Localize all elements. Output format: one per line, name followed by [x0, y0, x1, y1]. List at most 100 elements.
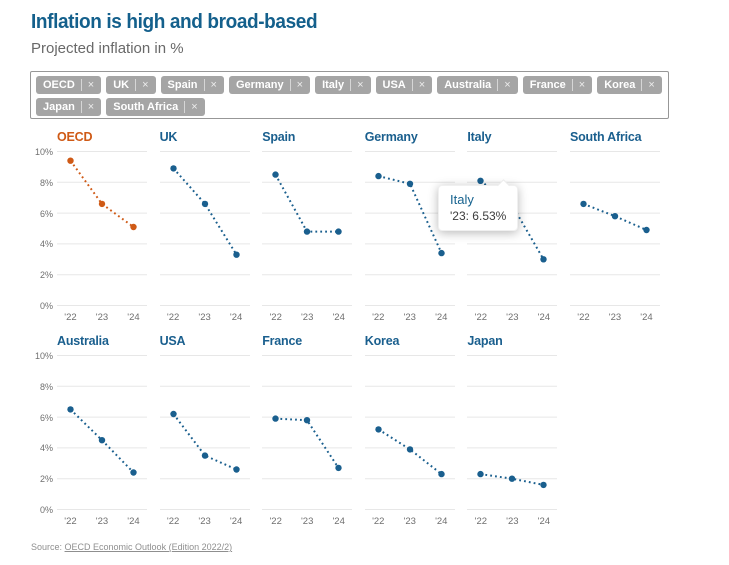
data-point[interactable]: [303, 417, 311, 424]
mini-chart-korea[interactable]: Korea '22 '23 '24: [364, 334, 455, 532]
data-point[interactable]: [232, 466, 240, 473]
remove-tag-icon[interactable]: ×: [571, 79, 585, 91]
mini-chart-plot[interactable]: [569, 151, 660, 306]
tooltip-value: '23: 6.53%: [450, 209, 507, 223]
mini-chart-title: UK: [159, 130, 178, 144]
remove-tag-icon[interactable]: ×: [641, 79, 655, 91]
filter-tag-oecd[interactable]: OECD ×: [36, 76, 102, 94]
mini-chart-oecd[interactable]: OECD '22 '23 '24: [57, 130, 147, 328]
x-axis-labels: '22 '23 '24: [570, 306, 660, 328]
data-point[interactable]: [477, 177, 485, 184]
filter-tag-korea[interactable]: Korea ×: [597, 76, 662, 94]
remove-tag-icon[interactable]: ×: [80, 79, 94, 91]
data-point[interactable]: [438, 249, 445, 257]
data-point[interactable]: [272, 171, 279, 178]
x-axis-tick: '23: [95, 312, 109, 323]
data-point[interactable]: [540, 481, 548, 489]
data-point[interactable]: [540, 256, 548, 263]
mini-chart-south-africa[interactable]: South Africa '22 '23 '24: [569, 130, 660, 328]
data-point[interactable]: [169, 410, 177, 418]
remove-tag-icon[interactable]: ×: [350, 79, 364, 91]
remove-tag-icon[interactable]: ×: [135, 79, 149, 91]
mini-chart-japan[interactable]: Japan '22 '23 '24: [467, 334, 558, 532]
x-axis-tick: '24: [332, 312, 345, 323]
data-point[interactable]: [130, 223, 137, 231]
small-multiples-grid: 10% 8% 6% 4% 2% 0% OECD '22'23'24 UK '22'23'24 Spa…: [30, 130, 673, 538]
data-point[interactable]: [67, 157, 74, 164]
mini-chart-usa[interactable]: USA '22 '23 '24: [159, 334, 250, 532]
mini-chart-plot[interactable]: [159, 355, 250, 510]
mini-chart-plot[interactable]: [57, 151, 147, 306]
data-point[interactable]: [406, 446, 413, 453]
mini-chart-australia[interactable]: Australia '22 '23 '24: [57, 334, 147, 532]
filter-tag-france[interactable]: France ×: [522, 76, 593, 94]
data-point[interactable]: [232, 251, 240, 258]
mini-chart-plot[interactable]: [57, 355, 147, 510]
chart-tooltip: Italy '23: 6.53%: [438, 179, 519, 231]
country-filter-box[interactable]: OECD × UK × Spain × Germany × Italy × USA × Australi…: [30, 71, 669, 119]
mini-chart-plot[interactable]: [262, 355, 353, 510]
x-axis-tick: '22: [64, 312, 77, 323]
remove-tag-icon[interactable]: ×: [411, 79, 425, 91]
mini-chart-plot[interactable]: [364, 151, 455, 306]
x-axis-tick: '23: [198, 516, 211, 527]
y-axis-tick: 8%: [39, 381, 53, 392]
remove-tag-icon[interactable]: ×: [289, 79, 303, 91]
data-point[interactable]: [272, 415, 279, 422]
data-point[interactable]: [335, 228, 342, 235]
data-point[interactable]: [335, 464, 342, 472]
filter-tag-italy[interactable]: Italy ×: [315, 76, 371, 94]
remove-tag-icon[interactable]: ×: [497, 79, 511, 91]
data-point[interactable]: [643, 226, 650, 234]
filter-tag-australia[interactable]: Australia ×: [437, 76, 518, 94]
data-point[interactable]: [130, 469, 137, 476]
filter-tag-uk[interactable]: UK ×: [106, 76, 156, 94]
mini-chart-germany[interactable]: Germany '22 '23 '24: [364, 130, 455, 328]
mini-chart-plot[interactable]: [159, 151, 250, 306]
filter-tag-south-africa[interactable]: South Africa ×: [106, 98, 205, 116]
remove-tag-icon[interactable]: ×: [80, 101, 94, 113]
filter-tag-germany[interactable]: Germany ×: [228, 76, 311, 94]
mini-chart-plot[interactable]: [262, 151, 353, 306]
series-line: [275, 417, 340, 469]
filter-tag-spain[interactable]: Spain ×: [160, 76, 224, 94]
x-axis-labels: '22 '23 '24: [467, 306, 557, 328]
data-point[interactable]: [98, 200, 106, 208]
data-point[interactable]: [375, 172, 382, 180]
filter-tag-japan[interactable]: Japan ×: [36, 98, 102, 116]
filter-tag-label: Germany: [235, 79, 284, 91]
mini-chart-plot[interactable]: [467, 355, 558, 510]
x-axis-tick: '22: [166, 312, 180, 323]
data-point[interactable]: [98, 437, 106, 444]
x-axis-tick: '22: [474, 516, 488, 527]
data-point[interactable]: [169, 165, 177, 172]
data-point[interactable]: [438, 470, 445, 478]
data-point[interactable]: [375, 426, 382, 433]
filter-tag-usa[interactable]: USA ×: [375, 76, 433, 94]
mini-chart-france[interactable]: France '22 '23 '24: [262, 334, 353, 532]
filter-tag-label: South Africa: [113, 101, 179, 113]
data-point[interactable]: [67, 406, 74, 413]
data-point[interactable]: [477, 470, 485, 478]
data-point[interactable]: [580, 200, 587, 208]
x-axis-tick: '24: [229, 312, 243, 323]
y-axis-tick: 2%: [39, 474, 53, 485]
data-point[interactable]: [509, 475, 516, 482]
mini-chart-spain[interactable]: Spain '22 '23 '24: [262, 130, 353, 328]
data-point[interactable]: [201, 452, 208, 459]
y-axis-tick: 4%: [39, 239, 53, 250]
remove-tag-icon[interactable]: ×: [203, 79, 217, 91]
mini-chart-plot[interactable]: [364, 355, 455, 510]
data-point[interactable]: [303, 228, 311, 235]
mini-chart-title: OECD: [57, 130, 93, 144]
data-point[interactable]: [201, 200, 208, 208]
source-link[interactable]: OECD Economic Outlook (Edition 2022/2): [64, 542, 233, 552]
x-axis-tick: '22: [372, 312, 385, 323]
remove-tag-icon[interactable]: ×: [184, 101, 198, 113]
mini-chart-title: Japan: [467, 334, 503, 348]
data-point[interactable]: [406, 180, 413, 187]
mini-chart-title: Spain: [262, 130, 296, 144]
data-point[interactable]: [611, 213, 619, 220]
mini-chart-uk[interactable]: UK '22 '23 '24: [159, 130, 250, 328]
